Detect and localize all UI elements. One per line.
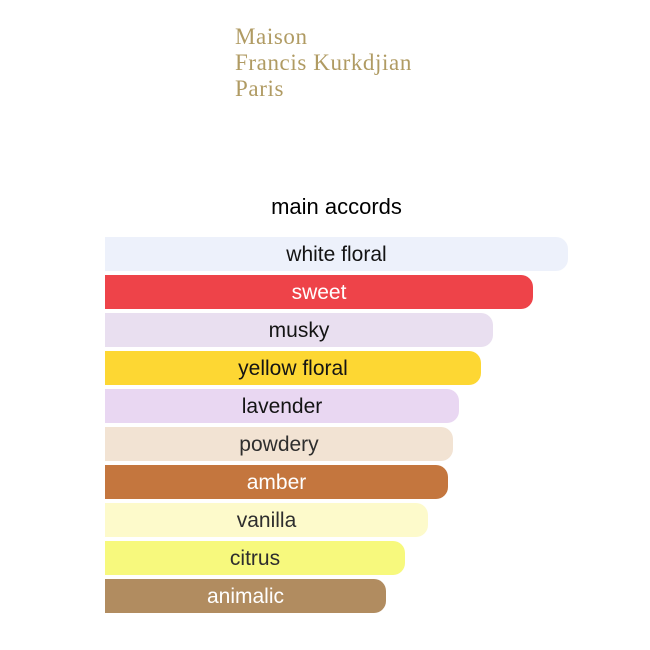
accord-label: amber: [246, 470, 307, 494]
accord-label: white floral: [286, 242, 387, 266]
brand-logo[interactable]: Maison Francis Kurkdjian Paris: [235, 24, 412, 102]
accord-label: citrus: [229, 546, 281, 570]
accord-label: musky: [268, 318, 330, 342]
accord-label: animalic: [206, 584, 285, 608]
main-accords-chart: white floral sweet musky yellow floral l…: [105, 237, 568, 617]
accord-label: vanilla: [236, 508, 297, 532]
accord-bar: yellow floral: [105, 351, 481, 385]
accord-bar: vanilla: [105, 503, 428, 537]
accord-bar: citrus: [105, 541, 405, 575]
accord-label: sweet: [291, 280, 347, 304]
accord-bar: powdery: [105, 427, 453, 461]
accord-label: yellow floral: [238, 356, 348, 380]
accord-bar: animalic: [105, 579, 386, 613]
accord-bar: lavender: [105, 389, 459, 423]
accord-label: lavender: [241, 394, 323, 418]
brand-logo-line-3: Paris: [235, 76, 284, 101]
brand-logo-line-1: Maison: [235, 24, 308, 49]
accord-bar: musky: [105, 313, 493, 347]
main-accords-title: main accords: [271, 194, 402, 219]
brand-logo-line-2: Francis Kurkdjian: [235, 50, 412, 75]
accord-bar: sweet: [105, 275, 533, 309]
accord-label: powdery: [239, 432, 319, 456]
accord-bar: amber: [105, 465, 448, 499]
accord-bar: white floral: [105, 237, 568, 271]
